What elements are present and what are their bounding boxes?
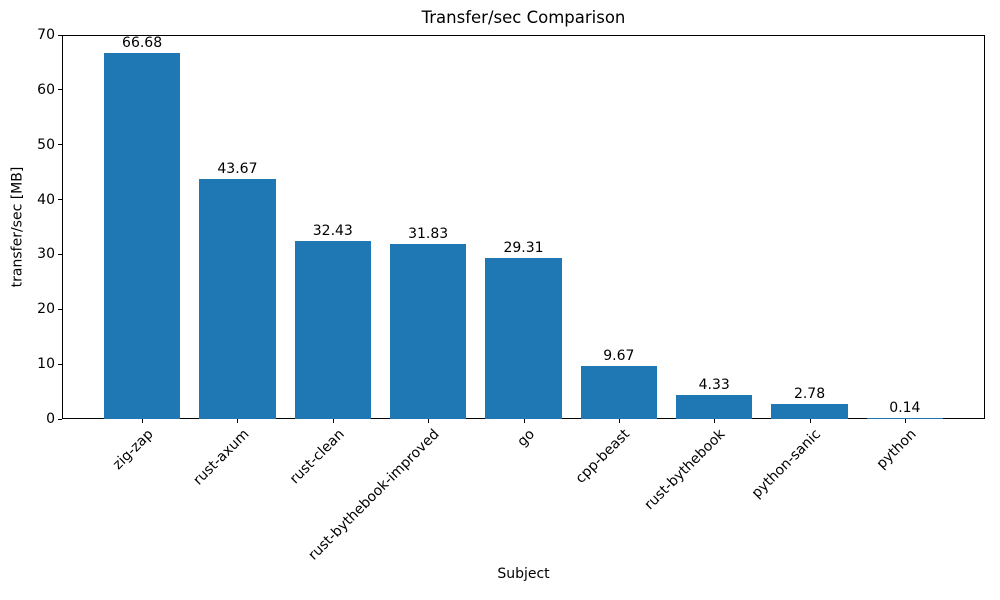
- y-tick-label: 10: [37, 356, 55, 373]
- x-tick-mark: [809, 419, 811, 423]
- x-tick-mark: [237, 419, 239, 423]
- y-tick-label: 60: [37, 81, 55, 98]
- bar-zig-zap: [103, 53, 181, 419]
- bar-go: [485, 258, 562, 419]
- y-tick-mark: [58, 363, 62, 365]
- x-tick-label-python: python: [873, 426, 920, 473]
- bar-value-label: 9.67: [603, 347, 635, 364]
- y-tick-label: 70: [37, 27, 55, 43]
- x-axis-label: Subject: [497, 566, 550, 582]
- x-tick-mark: [332, 419, 334, 423]
- y-tick-mark: [58, 34, 62, 36]
- bar-value-label: 32.43: [312, 223, 353, 240]
- x-tick-label-go: go: [514, 426, 539, 450]
- bar-rust-clean: [294, 241, 371, 419]
- x-tick-label-zig-zap: zig-zap: [110, 426, 157, 473]
- y-tick-mark: [58, 308, 62, 310]
- bar-rust-axum: [199, 179, 276, 419]
- y-tick-label: 0: [46, 411, 55, 427]
- bar-value-label: 66.68: [122, 35, 163, 52]
- x-tick-label-rust-axum: rust-axum: [189, 426, 253, 489]
- x-tick-mark: [142, 419, 144, 423]
- x-tick-label-rust-bythebook: rust-bythebook: [641, 426, 729, 514]
- bar-value-label: 31.83: [408, 226, 449, 243]
- y-tick-label: 50: [37, 136, 55, 153]
- x-tick-label-cpp-beast: cpp-beast: [573, 426, 634, 487]
- bar-value-label: 29.31: [503, 240, 544, 257]
- x-tick-mark: [904, 419, 906, 423]
- y-tick-mark: [58, 144, 62, 146]
- x-tick-mark: [523, 419, 525, 423]
- y-tick-mark: [58, 199, 62, 201]
- bar-python-sanic: [771, 403, 848, 419]
- y-tick-mark: [58, 418, 62, 420]
- y-tick-mark: [58, 89, 62, 91]
- bar-value-label: 0.14: [889, 400, 921, 416]
- bar-value-label: 2.78: [793, 385, 826, 402]
- x-tick-mark: [618, 419, 620, 423]
- x-tick-mark: [428, 419, 430, 423]
- y-tick-label: 20: [37, 301, 55, 318]
- bar-value-label: 4.33: [698, 377, 730, 394]
- bar-rust-bythebook-improved: [390, 244, 467, 419]
- x-tick-label-rust-clean: rust-clean: [286, 426, 348, 488]
- y-tick-label: 40: [37, 191, 55, 208]
- y-tick-label: 30: [37, 246, 55, 263]
- y-tick-mark: [58, 253, 62, 255]
- chart-title: Transfer/sec Comparison: [421, 8, 626, 27]
- bar-cpp-beast: [580, 365, 657, 419]
- bar-value-label: 43.67: [217, 161, 258, 178]
- bar-rust-bythebook: [676, 395, 753, 419]
- bar-python: [866, 418, 944, 419]
- x-tick-mark: [714, 419, 716, 423]
- x-tick-label-python-sanic: python-sanic: [748, 426, 825, 502]
